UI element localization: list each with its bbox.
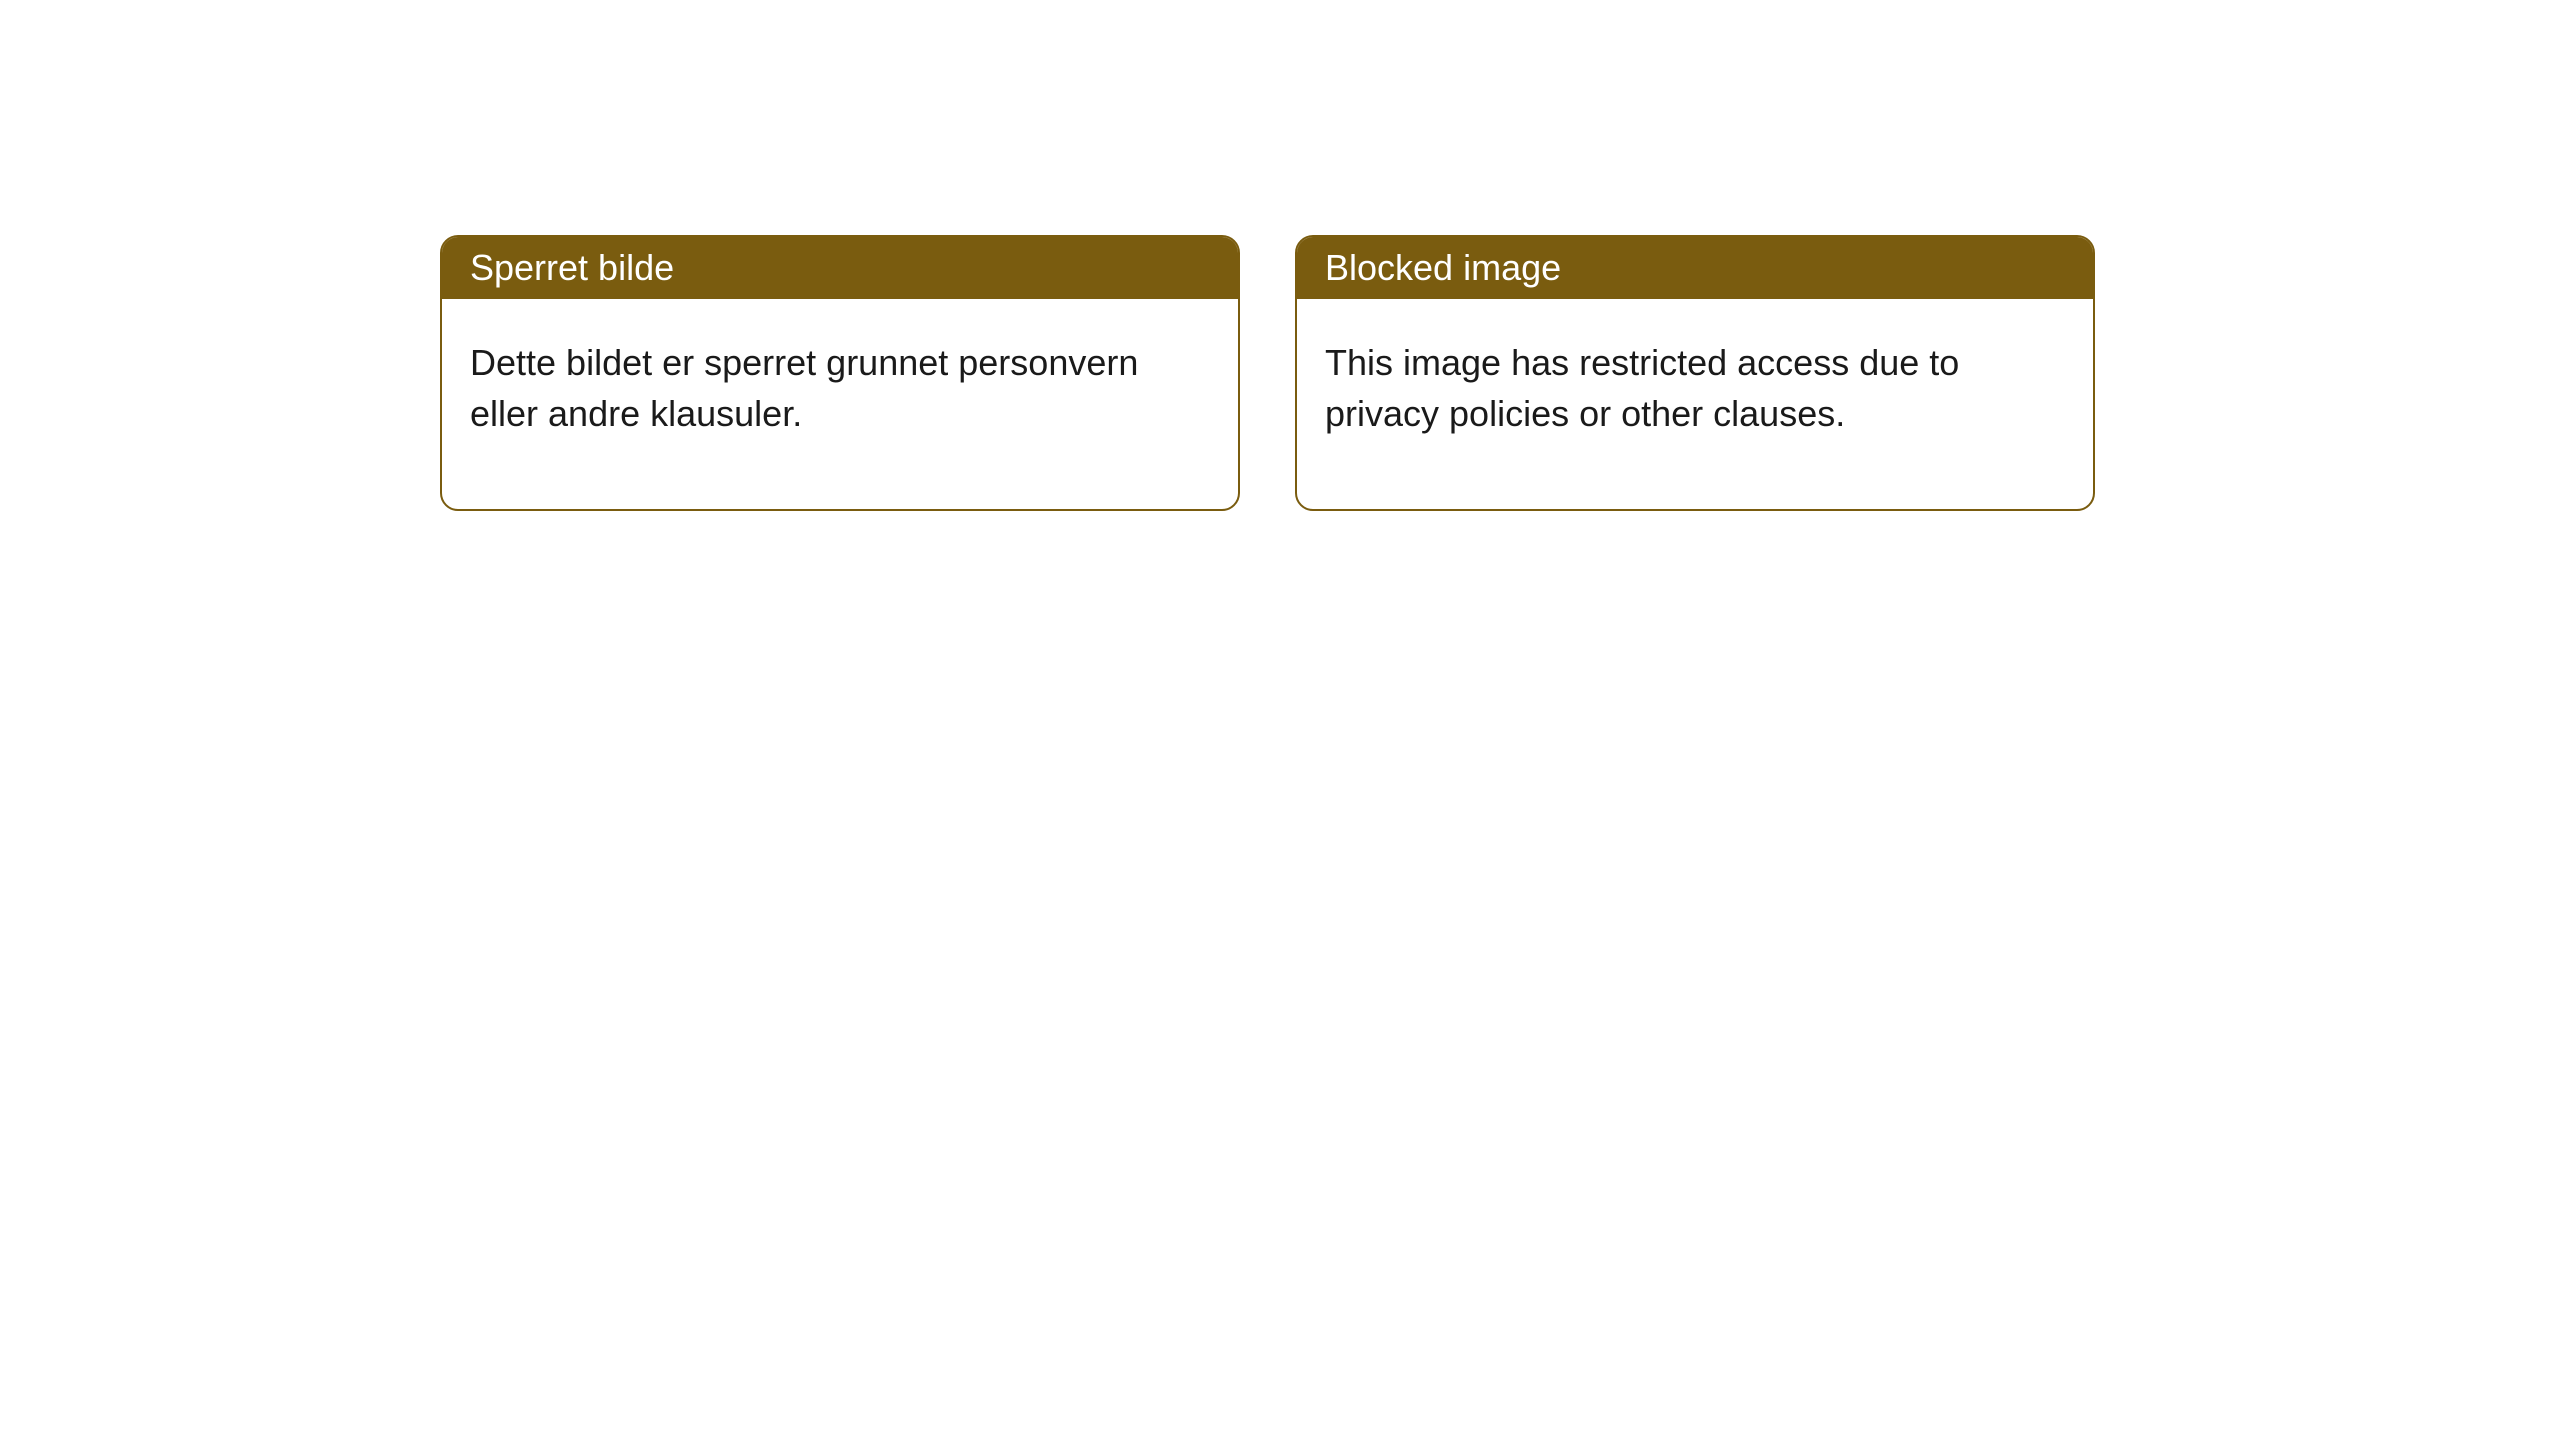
notice-title: Sperret bilde <box>442 237 1238 299</box>
notice-body: This image has restricted access due to … <box>1297 299 2093 509</box>
notice-body: Dette bildet er sperret grunnet personve… <box>442 299 1238 509</box>
notice-card-english: Blocked image This image has restricted … <box>1295 235 2095 511</box>
notice-card-norwegian: Sperret bilde Dette bildet er sperret gr… <box>440 235 1240 511</box>
notice-container: Sperret bilde Dette bildet er sperret gr… <box>0 0 2560 511</box>
notice-title: Blocked image <box>1297 237 2093 299</box>
